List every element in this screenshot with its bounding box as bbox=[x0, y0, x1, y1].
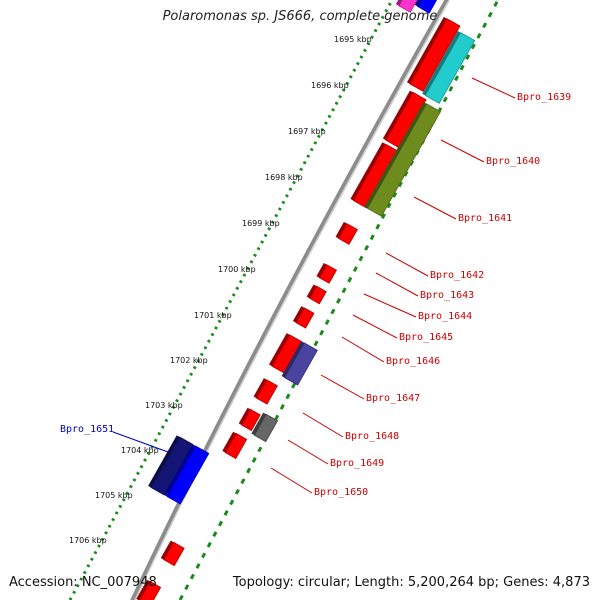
ruler-label: 1700 kbp bbox=[218, 265, 256, 274]
cds-gray-feature-shade bbox=[251, 412, 267, 436]
gene-label: Bpro_1643 bbox=[420, 290, 474, 301]
cds-blue-feature-shade bbox=[414, 0, 422, 7]
cds-purple-feature-shade bbox=[281, 341, 305, 378]
cds-navy-feature-shade bbox=[148, 435, 180, 488]
leader-line bbox=[471, 77, 516, 99]
gene-features bbox=[136, 0, 476, 600]
cds-red-feature-shade bbox=[292, 306, 305, 323]
cds-red-feature-shade bbox=[238, 407, 251, 426]
cds-red-feature-shade bbox=[350, 142, 386, 201]
cds-red-feature-shade bbox=[382, 90, 413, 141]
gene-label: Bpro_1645 bbox=[399, 332, 453, 343]
gene-label: Bpro_1640 bbox=[486, 156, 540, 167]
cds-cyan-feature-shade bbox=[422, 30, 461, 96]
ruler-label: 1699 kbp bbox=[242, 219, 280, 228]
cds-red-feature-shade bbox=[316, 263, 327, 278]
ruler-label: 1706 kbp bbox=[69, 536, 107, 545]
leader-line bbox=[341, 336, 385, 363]
ruler-label: 1701 kbp bbox=[194, 311, 232, 320]
leader-line bbox=[320, 374, 365, 400]
gene-labels: Bpro_1639 Bpro_1640 Bpro_1641 Bpro_1642 Bpro… bbox=[60, 92, 571, 498]
leader-line bbox=[352, 314, 398, 339]
genome-summary-text: Topology: circular; Length: 5,200,264 bp… bbox=[232, 575, 590, 590]
cds-blue-feature bbox=[417, 0, 438, 14]
cds-red-feature-shade bbox=[253, 378, 267, 399]
gene-label: Bpro_1651 bbox=[60, 424, 114, 435]
label-leader-lines bbox=[112, 77, 516, 494]
gene-label: Bpro_1650 bbox=[314, 487, 368, 498]
ruler-label: 1698 kbp bbox=[265, 173, 303, 182]
gene-label: Bpro_1648 bbox=[345, 431, 399, 442]
leader-line bbox=[440, 139, 485, 163]
genome-backbone bbox=[130, 0, 451, 600]
ruler-label: 1695 kbp bbox=[334, 35, 372, 44]
leader-line bbox=[413, 196, 457, 220]
leader-line bbox=[385, 252, 429, 277]
ruler-label: 1702 kbp bbox=[170, 356, 208, 365]
cds-magenta-feature bbox=[398, 0, 418, 13]
ruler-labels: 1695 kbp 1696 kbp 1697 kbp 1698 kbp 1699 kbp… bbox=[69, 35, 372, 545]
cds-blue-feature-shade bbox=[164, 444, 196, 497]
ruler-label: 1705 kbp bbox=[95, 491, 133, 500]
gene-label: Bpro_1642 bbox=[430, 270, 484, 281]
gene-label: Bpro_1644 bbox=[418, 311, 472, 322]
leader-line bbox=[270, 467, 313, 494]
map-title: Polaromonas sp. JS666, complete genome bbox=[162, 9, 438, 24]
cds-red-feature-shade bbox=[160, 540, 174, 560]
ruler-label: 1696 kbp bbox=[311, 81, 349, 90]
inner-ruler bbox=[68, 0, 394, 600]
gene-label: Bpro_1646 bbox=[386, 356, 440, 367]
cds-magenta-feature-shade bbox=[395, 0, 403, 6]
outer-ruler-dots bbox=[178, 0, 500, 600]
backbone-line bbox=[130, 0, 451, 600]
cds-red-feature-shade bbox=[406, 16, 447, 84]
leader-line bbox=[375, 272, 419, 297]
inner-ruler-dots bbox=[68, 0, 394, 600]
gene-label: Bpro_1647 bbox=[366, 393, 420, 404]
accession-text: Accession: NC_007948 bbox=[9, 575, 157, 590]
cds-red-feature-shade bbox=[335, 221, 347, 239]
gene-label: Bpro_1649 bbox=[330, 458, 384, 469]
cds-red-feature-shade bbox=[306, 284, 317, 299]
ruler-label: 1703 kbp bbox=[145, 401, 183, 410]
outer-ruler bbox=[178, 0, 500, 600]
leader-line bbox=[112, 431, 169, 453]
leader-line bbox=[302, 412, 344, 438]
cds-red-feature-shade bbox=[222, 431, 237, 453]
ruler-label: 1697 kbp bbox=[288, 127, 326, 136]
gene-label: Bpro_1639 bbox=[517, 92, 571, 103]
gene-label: Bpro_1641 bbox=[458, 213, 512, 224]
backbone-highlight bbox=[134, 0, 450, 600]
leader-line bbox=[287, 439, 329, 465]
cds-olive-feature-shade bbox=[364, 102, 427, 209]
cds-red-feature-shade bbox=[136, 579, 151, 600]
ruler-label: 1704 kbp bbox=[121, 446, 159, 455]
leader-line bbox=[363, 293, 417, 318]
cds-red-feature-shade bbox=[268, 333, 290, 367]
